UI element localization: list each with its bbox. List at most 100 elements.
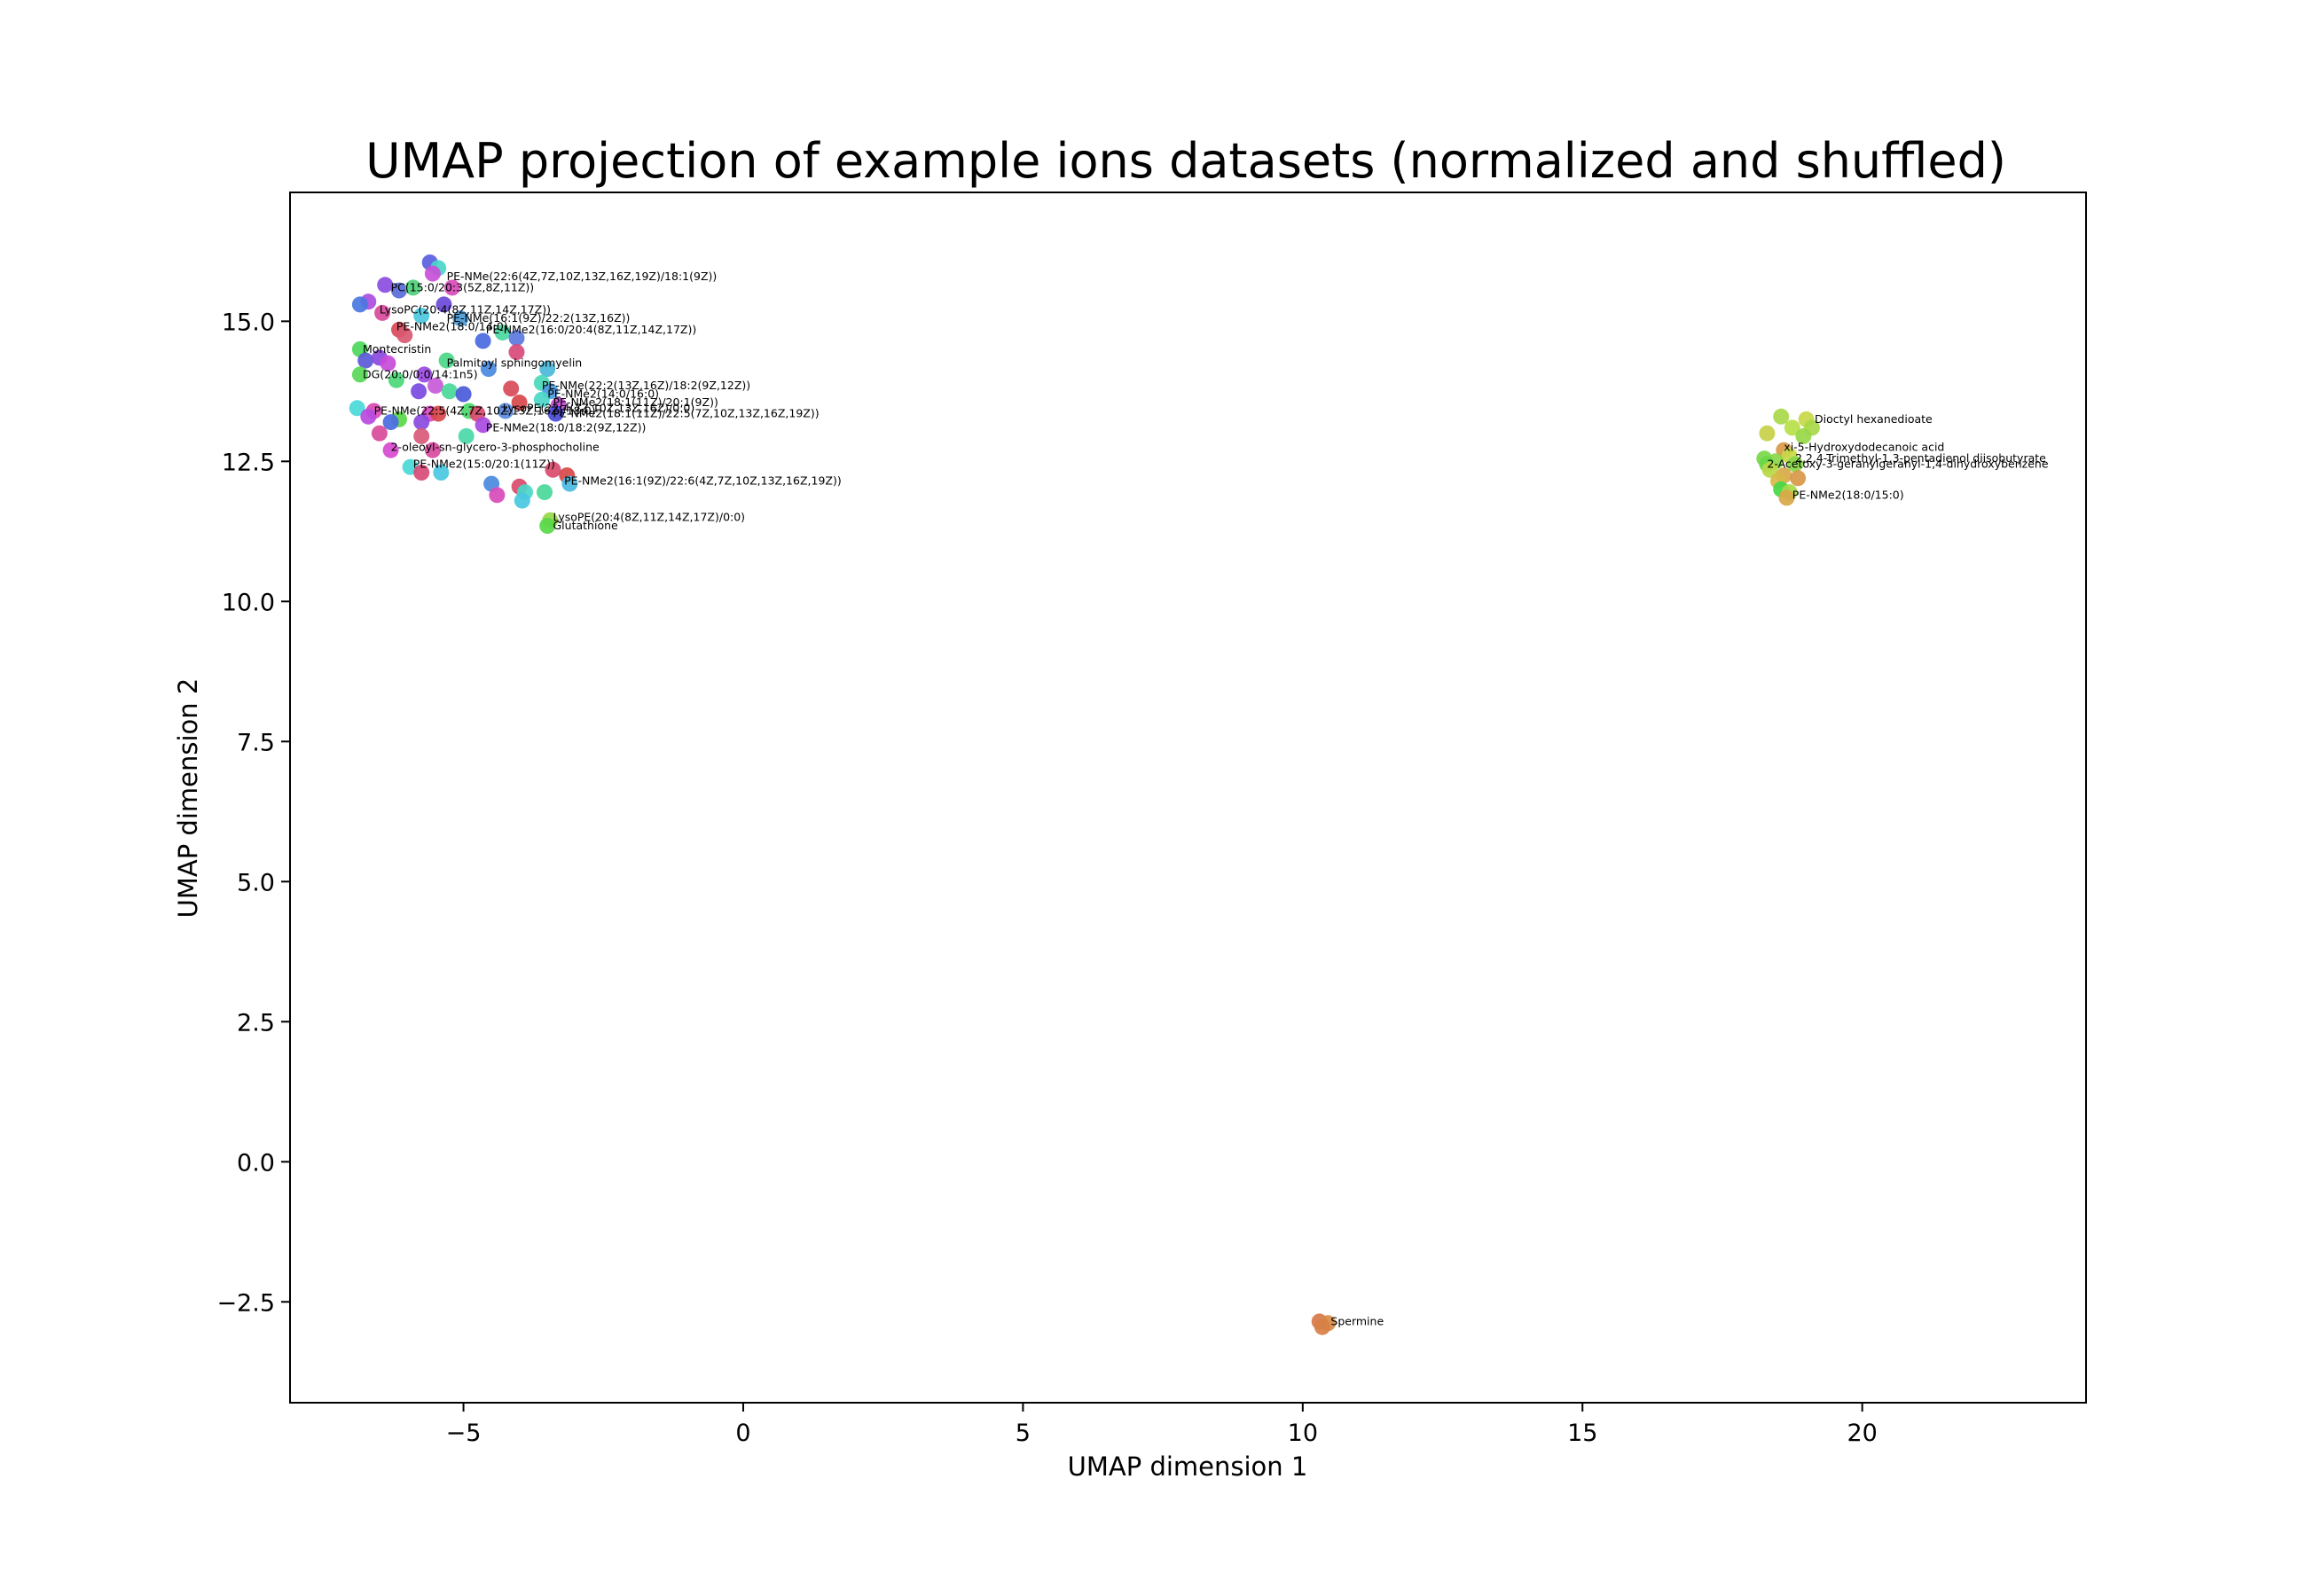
scatter-point-12 [452, 310, 469, 327]
point-annotation-3: PE-NMe(16:1(9Z)/22:2(13Z,16Z)) [447, 311, 631, 325]
point-annotation-25: PE-NMe2(18:0/15:0) [1792, 488, 1904, 501]
point-annotation-13: PE-NMe(22:5(4Z,7Z,10Z,13Z,16Z)/18:0) [374, 404, 596, 418]
scatter-point-68 [514, 492, 530, 509]
scatter-point-59 [413, 465, 430, 481]
x-tick-label-3: 10 [1288, 1420, 1318, 1447]
scatter-point-49 [382, 414, 399, 431]
scatter-point-47 [360, 408, 377, 425]
point-annotation-10: PE-NMe2(14:0/16:0) [547, 387, 659, 401]
point-annotation-20: Glutathione [553, 519, 619, 532]
scatter-point-54 [458, 427, 475, 444]
plot-area-frame [289, 192, 2087, 1404]
point-annotations: PE-NMe(22:6(4Z,7Z,10Z,13Z,16Z,19Z)/18:1(… [363, 270, 2049, 1328]
scatter-point-82 [1787, 456, 1803, 473]
x-tick-label-2: 5 [1016, 1420, 1031, 1447]
scatter-point-22 [380, 355, 396, 372]
scatter-point-33 [455, 386, 472, 403]
scatter-point-52 [371, 425, 388, 442]
point-annotation-2: LysoPC(20:4(8Z,11Z,14Z,17Z)) [380, 303, 551, 317]
scatter-point-37 [511, 395, 528, 411]
y-tick-label-7: 15.0 [222, 309, 275, 336]
scatter-point-36 [533, 391, 550, 408]
scatter-point-73 [1784, 419, 1800, 436]
y-tick-label-6: 12.5 [222, 449, 275, 476]
x-tick-label-4: 15 [1567, 1420, 1597, 1447]
point-annotation-16: 2-oleoyl-sn-glycero-3-phosphocholine [391, 441, 600, 454]
point-annotation-9: PE-NMe(22:2(13Z,16Z)/18:2(9Z,12Z)) [542, 379, 750, 392]
point-annotation-5: PE-NMe2(16:0/20:4(8Z,11Z,14Z,17Z)) [486, 323, 696, 336]
scatter-point-5 [404, 279, 421, 296]
scatter-point-46 [547, 405, 564, 422]
scatter-point-60 [545, 461, 561, 478]
y-tick-label-1: 0.0 [237, 1149, 275, 1177]
point-annotation-26: Spermine [1330, 1314, 1384, 1327]
scatter-point-27 [416, 366, 433, 383]
scatter-point-3 [377, 277, 394, 293]
y-tick-label-3: 5.0 [237, 869, 275, 896]
scatter-point-20 [357, 352, 374, 369]
scatter-point-19 [508, 344, 525, 361]
point-annotation-7: Palmitoyl sphingomyelin [447, 356, 583, 370]
scatter-point-31 [411, 383, 427, 400]
point-annotation-23: 2,2,4-Trimethyl-1,3-pentadienol diisobut… [1795, 451, 2046, 465]
chart-title: UMAP projection of example ions datasets… [365, 133, 2006, 189]
scatter-point-6 [443, 279, 460, 296]
x-axis-label: UMAP dimension 1 [1068, 1451, 1308, 1482]
scatter-point-65 [489, 487, 506, 504]
point-annotation-0: PE-NMe(22:6(4Z,7Z,10Z,13Z,16Z,19Z)/18:1(… [447, 270, 718, 283]
scatter-point-56 [424, 442, 441, 458]
scatter-point-50 [413, 414, 430, 431]
y-tick-label-0: −2.5 [216, 1289, 275, 1317]
point-annotation-1: PC(15:0/20:3(5Z,8Z,11Z)) [391, 280, 535, 293]
scatter-point-32 [441, 383, 458, 400]
scatter-point-71 [1773, 408, 1790, 425]
point-annotation-17: PE-NMe2(15:0/20:1(11Z)) [413, 458, 555, 471]
point-annotation-11: PE-NMe2(18:1(11Z)/20:1(9Z)) [553, 395, 718, 409]
point-annotation-15: PE-NMe2(18:0/18:2(9Z,12Z)) [486, 420, 647, 434]
x-tick-label-0: −5 [446, 1420, 482, 1447]
scatter-point-23 [438, 352, 455, 369]
scatter-point-67 [537, 484, 553, 501]
scatter-point-92 [1314, 1318, 1330, 1335]
scatter-point-89 [1778, 489, 1795, 506]
point-annotation-18: PE-NMe2(16:1(9Z)/22:6(4Z,7Z,10Z,13Z,16Z,… [564, 474, 842, 488]
scatter-point-8 [351, 296, 368, 313]
point-annotation-21: Dioctyl hexanedioate [1815, 412, 1933, 426]
scatter-point-75 [1795, 427, 1812, 444]
scatter-point-14 [396, 327, 413, 344]
data-points [349, 254, 1820, 1335]
x-tick-label-5: 20 [1847, 1420, 1877, 1447]
scatter-point-85 [1790, 470, 1807, 487]
point-annotation-19: LysoPE(20:4(8Z,11Z,14Z,17Z)/0:0) [553, 511, 746, 524]
scatter-point-28 [388, 372, 404, 388]
point-annotation-8: DG(20:0/0:0/14:1n5) [363, 367, 478, 380]
y-tick-label-2: 2.5 [237, 1009, 275, 1037]
scatter-point-2 [424, 265, 441, 282]
point-annotation-14: PE-NMe2(18:1(11Z)/22:5(7Z,10Z,13Z,16Z,19… [553, 407, 820, 420]
scatter-point-9 [435, 296, 452, 313]
scatter-point-24 [480, 361, 497, 378]
point-annotation-22: xi-5-Hydroxydodecanoic acid [1784, 441, 1944, 454]
x-tick-label-1: 0 [735, 1420, 750, 1447]
scatter-point-45 [497, 403, 514, 419]
scatter-point-15 [494, 325, 511, 340]
scatter-point-76 [1759, 425, 1776, 442]
point-annotation-24: 2-Acetoxy-3-geranylgeranyl-1,4-dihydroxy… [1767, 458, 2048, 471]
y-tick-label-5: 10.0 [222, 589, 275, 616]
scatter-point-10 [374, 304, 391, 321]
scatter-point-39 [349, 400, 365, 417]
scatter-point-30 [427, 378, 443, 394]
scatter-point-25 [539, 361, 556, 378]
scatter-point-4 [391, 282, 407, 299]
scatter-point-55 [382, 442, 399, 458]
scatter-point-62 [561, 475, 578, 492]
scatter-point-53 [413, 427, 430, 444]
y-tick-label-4: 7.5 [237, 729, 275, 756]
scatter-point-16 [508, 330, 525, 347]
scatter-point-34 [503, 380, 520, 397]
y-axis-label: UMAP dimension 2 [173, 678, 203, 919]
scatter-point-51 [475, 417, 491, 434]
scatter-point-26 [351, 366, 368, 383]
